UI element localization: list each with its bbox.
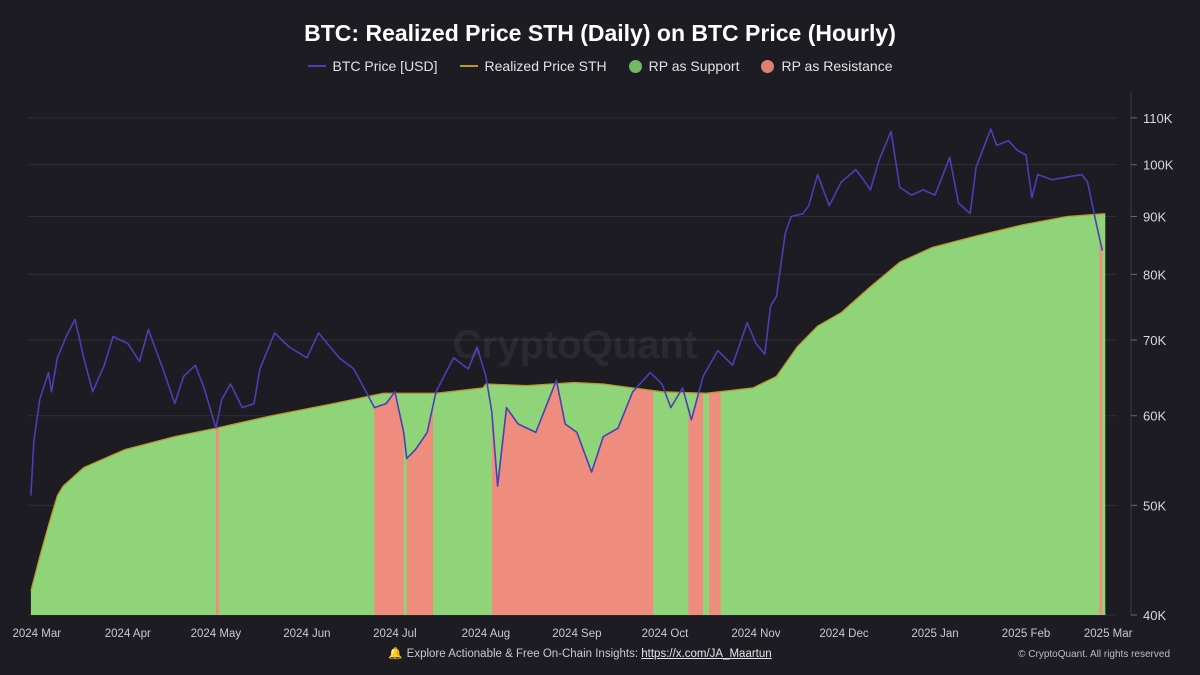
btc-price-swatch	[307, 65, 326, 67]
x-tick-label: 2025 Jan	[911, 628, 958, 640]
chart-title: BTC: Realized Price STH (Daily) on BTC P…	[304, 20, 896, 46]
resistance-band	[215, 427, 219, 615]
resistance-band	[374, 393, 404, 615]
resistance-band	[1099, 237, 1103, 615]
resistance-band	[688, 393, 704, 615]
support-area	[30, 213, 1106, 615]
footer-text: Explore Actionable & Free On-Chain Insig…	[406, 648, 639, 660]
x-tick-label: 2024 Aug	[462, 628, 511, 640]
realized-price-line	[30, 213, 1106, 592]
legend-label-support: RP as Support	[648, 58, 740, 74]
x-tick-label: 2024 Dec	[819, 628, 868, 640]
x-tick-label: 2024 Jul	[373, 628, 416, 640]
resistance-band	[709, 391, 721, 615]
y-tick-label: 110K	[1143, 111, 1173, 126]
resistance-band	[491, 383, 654, 615]
footer-promo: 🔔 Explore Actionable & Free On-Chain Insi…	[0, 646, 1160, 660]
y-tick-label: 40K	[1143, 608, 1166, 623]
realized-price-swatch	[459, 65, 478, 67]
resistance-band	[406, 404, 434, 615]
y-tick-label: 80K	[1143, 267, 1166, 282]
x-tick-label: 2024 Apr	[105, 628, 151, 640]
x-tick-label: 2025 Feb	[1002, 628, 1051, 640]
legend-item-btc-price[interactable]: BTC Price [USD]	[307, 58, 438, 74]
x-tick-label: 2025 Mar	[1084, 628, 1133, 640]
legend-label-resistance: RP as Resistance	[781, 58, 893, 74]
bell-icon: 🔔	[388, 648, 403, 660]
watermark: CryptoQuant	[453, 323, 697, 367]
legend-label-btc-price: BTC Price [USD]	[332, 58, 438, 74]
x-tick-label: 2024 Sep	[552, 628, 601, 640]
y-tick-label: 50K	[1143, 498, 1166, 513]
legend: BTC Price [USD] Realized Price STH RP as…	[0, 58, 1200, 74]
x-tick-label: 2024 Mar	[13, 628, 62, 640]
footer-link[interactable]: https://x.com/JA_Maartun	[641, 648, 772, 660]
y-tick-label: 90K	[1143, 209, 1166, 224]
resistance-swatch	[761, 59, 775, 73]
support-swatch	[628, 59, 642, 73]
x-tick-label: 2024 Oct	[642, 628, 689, 640]
btc-price-line	[30, 128, 1104, 496]
legend-item-realized-price[interactable]: Realized Price STH	[459, 58, 607, 74]
copyright: © CryptoQuant. All rights reserved	[1018, 649, 1170, 660]
x-tick-label: 2024 Jun	[283, 628, 330, 640]
y-tick-label: 70K	[1143, 333, 1166, 348]
y-tick-label: 100K	[1143, 158, 1174, 173]
legend-item-resistance[interactable]: RP as Resistance	[761, 58, 892, 74]
x-tick-label: 2024 May	[191, 628, 242, 640]
legend-item-support[interactable]: RP as Support	[628, 58, 740, 74]
x-tick-label: 2024 Nov	[731, 628, 780, 640]
legend-label-realized-price: Realized Price STH	[484, 58, 607, 74]
y-tick-label: 60K	[1143, 409, 1166, 424]
